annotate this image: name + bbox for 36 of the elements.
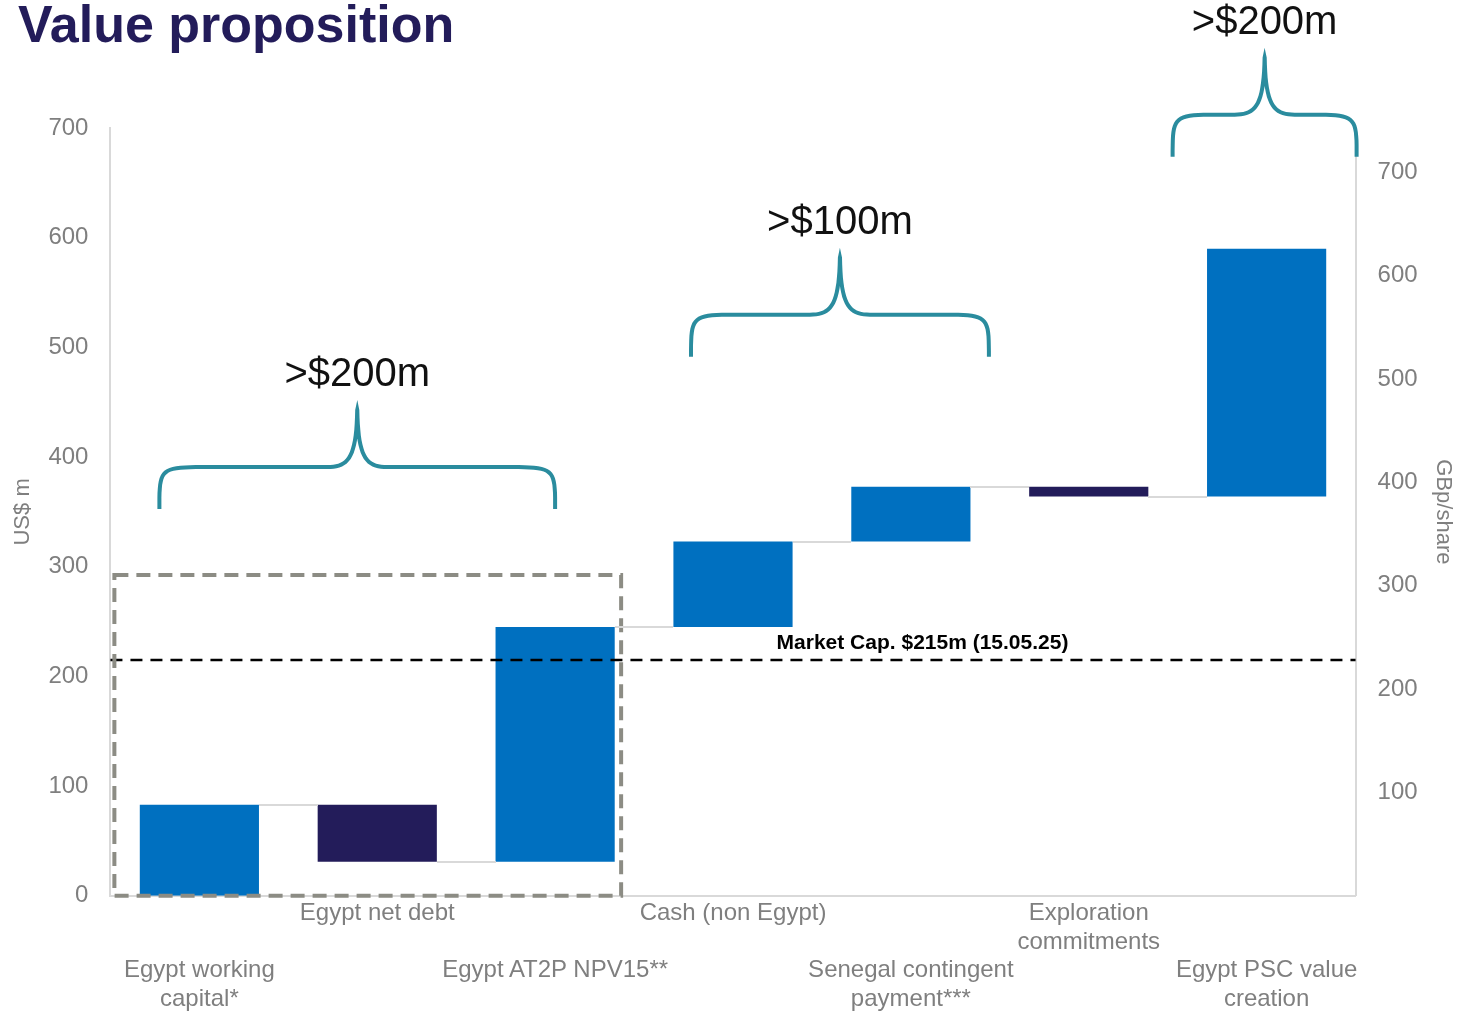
y2-tick-label: 600 bbox=[1377, 260, 1418, 288]
y-tick-label: 600 bbox=[48, 222, 89, 250]
y-tick-label: 400 bbox=[48, 441, 89, 469]
y2-tick-label: 500 bbox=[1377, 363, 1418, 391]
y-tick-label: 200 bbox=[48, 661, 89, 689]
y-axis-title: US$ m bbox=[9, 478, 35, 546]
annotation: >$200m bbox=[284, 350, 431, 396]
bar bbox=[1207, 248, 1327, 497]
bar bbox=[139, 804, 259, 896]
x-tick-label: Egypt net debt bbox=[299, 897, 455, 925]
y-tick-label: 300 bbox=[48, 551, 89, 579]
bar bbox=[495, 627, 615, 862]
bar bbox=[673, 541, 793, 628]
y-tick-label: 0 bbox=[75, 880, 89, 908]
x-tick-label: Cash (non Egypt) bbox=[639, 897, 827, 925]
y2-tick-label: 200 bbox=[1377, 673, 1418, 701]
y-tick-label: 700 bbox=[48, 112, 89, 140]
chart-title: Value proposition bbox=[18, 0, 455, 54]
x-tick-label: Egypt PSC value creation bbox=[1175, 955, 1358, 1012]
x-tick-label: Senegal contingent payment*** bbox=[808, 955, 1014, 1012]
y2-tick-label: 100 bbox=[1377, 777, 1418, 805]
y-tick-label: 500 bbox=[48, 332, 89, 359]
y2-tick-label: 300 bbox=[1377, 570, 1418, 598]
y2-tick-label: 700 bbox=[1377, 157, 1418, 185]
x-tick-label: Exploration commitments bbox=[1017, 897, 1161, 954]
bar bbox=[1029, 486, 1149, 497]
bar bbox=[317, 804, 437, 862]
bar bbox=[851, 486, 971, 542]
ref-line-label: Market Cap. $215m (15.05.25) bbox=[776, 630, 1069, 654]
annotation: >$100m bbox=[767, 197, 913, 243]
text: >$200m bbox=[1191, 0, 1338, 43]
y2-tick-label: 400 bbox=[1377, 467, 1418, 495]
x-tick-label: Egypt working capital* bbox=[124, 955, 275, 1012]
y2-axis-title: GBp/share bbox=[1431, 459, 1457, 565]
y-tick-label: 100 bbox=[48, 770, 89, 798]
x-tick-label: Egypt AT2P NPV15** bbox=[442, 955, 669, 983]
